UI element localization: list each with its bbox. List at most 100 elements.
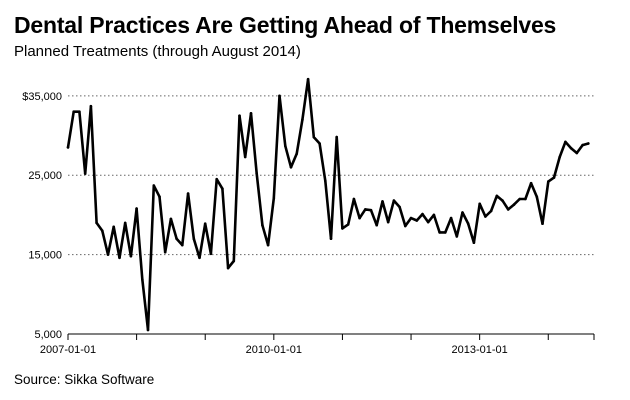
data-point xyxy=(66,146,70,149)
data-point xyxy=(346,223,350,226)
data-point xyxy=(392,199,396,202)
data-point xyxy=(329,237,333,240)
y-tick-label-2: 15,000 xyxy=(28,250,62,262)
data-point xyxy=(547,180,550,183)
data-point xyxy=(78,110,81,113)
data-point xyxy=(478,202,482,206)
data-point xyxy=(432,213,436,217)
x-tick-label-1: 2010-01-01 xyxy=(246,344,302,356)
data-point xyxy=(123,221,127,225)
data-point xyxy=(255,172,258,175)
data-point xyxy=(106,253,110,256)
data-point xyxy=(266,243,270,247)
data-point xyxy=(558,155,561,159)
data-point xyxy=(261,223,264,227)
data-point xyxy=(312,135,316,139)
data-point xyxy=(249,112,253,115)
data-point xyxy=(552,176,556,179)
data-point xyxy=(89,104,93,108)
data-point xyxy=(95,221,98,225)
data-point xyxy=(318,142,321,145)
data-point xyxy=(112,225,115,229)
series-line-0 xyxy=(66,77,590,332)
data-point xyxy=(386,220,390,224)
series-group xyxy=(66,77,590,332)
y-tick-label-1: 25,000 xyxy=(28,170,62,182)
data-point xyxy=(175,237,178,240)
y-axis-labels: $35,000 25,000 15,000 5,000 xyxy=(22,91,62,341)
data-point xyxy=(426,220,430,224)
data-point xyxy=(209,252,213,256)
data-point xyxy=(306,77,310,81)
data-point xyxy=(506,208,510,211)
source-note: Source: Sikka Software xyxy=(14,372,155,387)
data-point xyxy=(335,135,339,139)
data-point xyxy=(495,194,499,198)
data-point xyxy=(587,142,590,145)
data-point xyxy=(461,211,464,214)
chart-subtitle: Planned Treatments (through August 2014) xyxy=(14,43,301,60)
data-point xyxy=(215,177,218,181)
data-point xyxy=(158,195,161,198)
data-point xyxy=(232,259,236,263)
data-point xyxy=(358,216,361,220)
data-point xyxy=(135,207,138,210)
data-point xyxy=(512,203,516,206)
data-point xyxy=(484,215,487,218)
y-tick-label-0: $35,000 xyxy=(22,91,62,103)
data-point xyxy=(284,144,287,148)
data-point xyxy=(501,199,504,202)
data-point xyxy=(243,155,247,159)
x-tick-label-0: 2007-01-01 xyxy=(40,344,96,356)
y-tick-label-3: 5,000 xyxy=(34,329,62,341)
data-point xyxy=(438,231,441,234)
data-point xyxy=(375,223,379,227)
data-point xyxy=(444,231,447,234)
data-point xyxy=(535,195,539,198)
data-point xyxy=(203,222,207,225)
data-point xyxy=(352,197,356,201)
data-point xyxy=(575,151,579,155)
data-point xyxy=(152,184,156,187)
data-point xyxy=(198,256,201,260)
data-point xyxy=(455,235,459,238)
data-point xyxy=(364,208,367,211)
data-point xyxy=(541,222,544,225)
data-point xyxy=(341,227,344,230)
data-point xyxy=(409,216,413,220)
data-point xyxy=(369,208,373,212)
data-point xyxy=(569,146,573,150)
data-point xyxy=(472,241,476,244)
data-point xyxy=(529,181,533,185)
data-point xyxy=(295,152,299,156)
data-point xyxy=(221,187,224,190)
data-point xyxy=(118,256,121,260)
data-point xyxy=(398,205,401,209)
data-point xyxy=(186,192,190,195)
data-point xyxy=(518,197,521,201)
data-point xyxy=(141,277,144,281)
data-point xyxy=(192,237,196,240)
data-point xyxy=(301,118,304,121)
data-point xyxy=(421,212,424,216)
data-point xyxy=(238,114,241,117)
data-point xyxy=(129,254,133,258)
x-tick-label-2: 2013-01-01 xyxy=(452,344,508,356)
data-point xyxy=(581,143,584,147)
chart-title: Dental Practices Are Getting Ahead of Th… xyxy=(14,12,557,38)
data-point xyxy=(524,197,527,201)
data-point xyxy=(278,94,281,98)
data-point xyxy=(163,250,167,254)
data-point xyxy=(181,243,184,247)
data-point xyxy=(466,222,470,225)
data-point xyxy=(146,328,150,332)
data-point xyxy=(101,229,104,233)
data-point xyxy=(449,216,453,220)
data-point xyxy=(381,200,384,203)
data-point xyxy=(324,179,327,183)
data-point xyxy=(226,266,230,270)
data-point xyxy=(72,110,75,113)
x-axis: 2007-01-01 2010-01-01 2013-01-01 xyxy=(40,333,595,356)
data-point xyxy=(272,197,276,200)
